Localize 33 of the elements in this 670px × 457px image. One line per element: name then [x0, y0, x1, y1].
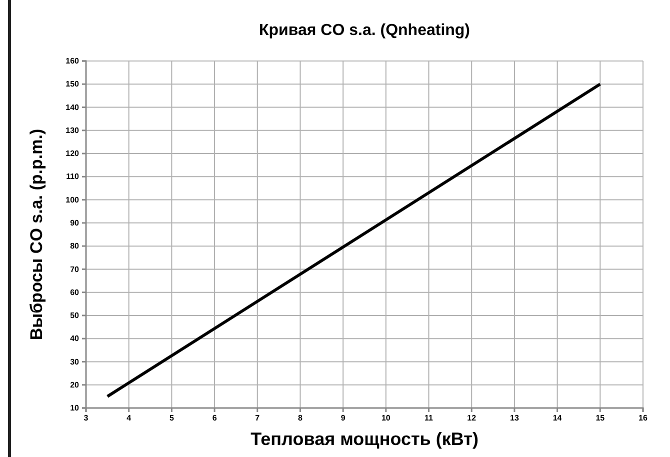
x-tick-label: 8	[298, 414, 304, 423]
y-tick-label: 70	[70, 264, 80, 274]
x-tick-label: 14	[552, 414, 562, 423]
x-axis-title: Тепловая мощность (кВт)	[250, 429, 478, 449]
y-tick-label: 30	[70, 357, 80, 366]
y-tick-label: 20	[70, 380, 80, 390]
x-tick-label: 12	[467, 414, 477, 423]
y-tick-label: 120	[66, 149, 80, 158]
y-tick-label: 150	[66, 80, 80, 89]
y-tick-label: 10	[70, 404, 80, 413]
x-tick-label: 7	[255, 414, 260, 423]
x-tick-label: 9	[340, 414, 346, 423]
y-tick-label: 80	[70, 242, 80, 251]
x-tick-label: 16	[638, 414, 648, 423]
y-tick-label: 130	[66, 126, 80, 135]
y-tick-label: 110	[66, 172, 80, 182]
y-tick-label: 100	[66, 195, 80, 204]
x-tick-label: 6	[212, 414, 218, 423]
x-tick-label: 15	[596, 414, 606, 423]
y-tick-label: 60	[70, 288, 80, 297]
x-tick-label: 3	[84, 414, 89, 423]
y-tick-label: 160	[66, 56, 80, 66]
x-tick-label: 4	[126, 414, 132, 423]
y-axis-title: Выбросы CO s.a. (p.p.m.)	[27, 128, 46, 340]
x-tick-label: 11	[424, 414, 434, 423]
y-tick-label: 40	[70, 334, 80, 344]
x-tick-label: 10	[381, 414, 391, 423]
y-tick-label: 140	[66, 102, 80, 112]
x-tick-label: 13	[510, 414, 520, 423]
x-tick-label: 5	[169, 414, 174, 423]
y-tick-label: 90	[70, 218, 80, 228]
y-tick-label: 50	[70, 311, 80, 320]
chart-title: Кривая CO s.a. (Qnheating)	[258, 22, 470, 39]
